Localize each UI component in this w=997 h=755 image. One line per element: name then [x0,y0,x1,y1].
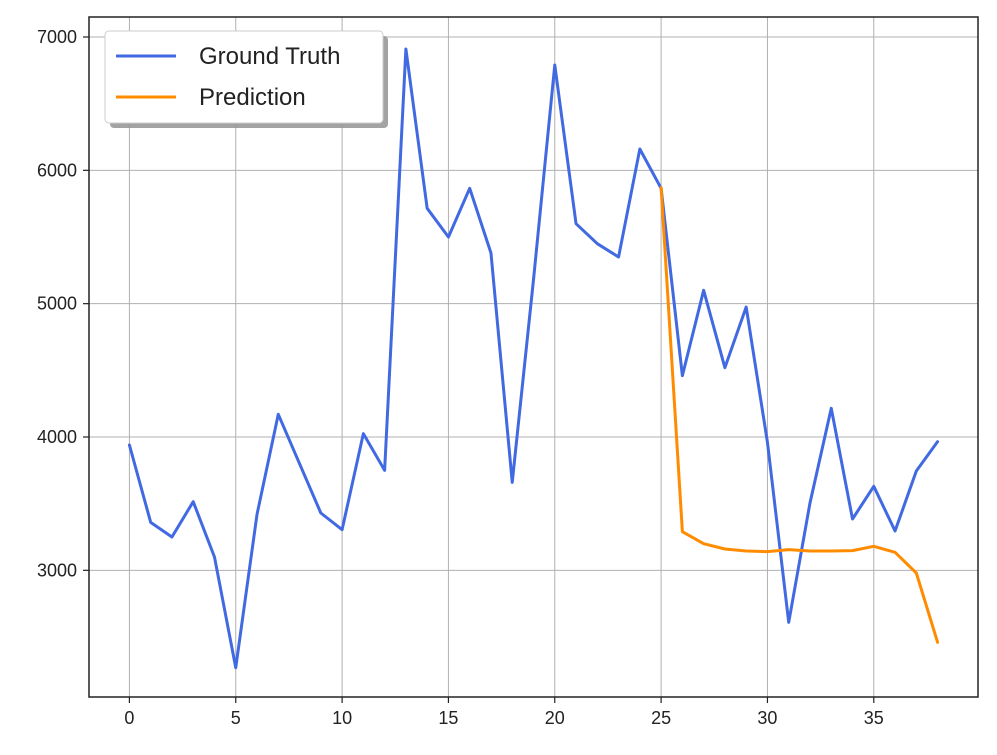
y-tick-label-5000: 5000 [37,294,77,314]
series-line-prediction [659,186,940,644]
series-line-ground-truth [127,47,940,670]
legend-box [104,30,384,124]
x-tick-label-0: 0 [124,708,134,728]
grid-lines [89,17,978,697]
x-tick-label-25: 25 [651,708,671,728]
x-tick-label-35: 35 [864,708,884,728]
x-tick-label-5: 5 [231,708,241,728]
x-tick-label-30: 30 [757,708,777,728]
legend-label-ground-truth: Ground Truth [199,43,340,70]
y-tick-label-4000: 4000 [37,427,77,447]
y-axis: 3000 4000 5000 6000 7000 [37,27,89,580]
series-layer [127,47,940,670]
legend: Ground Truth Prediction [104,30,388,128]
y-tick-label-7000: 7000 [37,27,77,47]
x-tick-label-10: 10 [332,708,352,728]
x-tick-label-15: 15 [438,708,458,728]
legend-label-prediction: Prediction [199,84,306,111]
y-tick-label-6000: 6000 [37,160,77,180]
plot-area-frame [88,16,979,698]
x-tick-label-20: 20 [545,708,565,728]
y-tick-label-3000: 3000 [37,560,77,580]
x-axis: 0 5 10 15 20 25 30 35 [124,697,884,728]
